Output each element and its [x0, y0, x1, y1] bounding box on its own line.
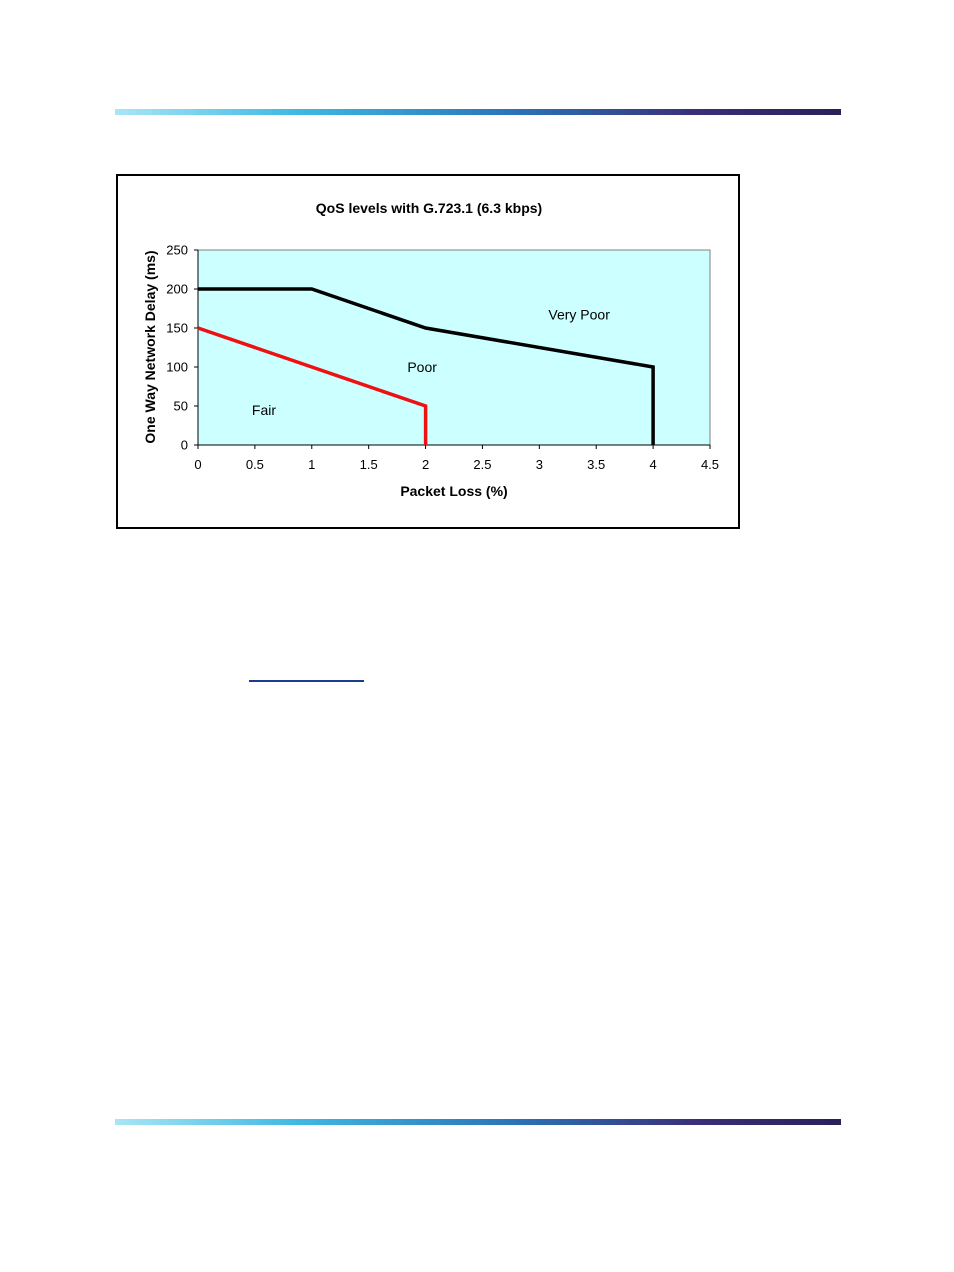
- boundary-line-1: [197, 326, 428, 445]
- plot-area: [197, 249, 711, 446]
- x-tick-label: 3.5: [587, 457, 605, 472]
- y-axis-label: One Way Network Delay (ms): [142, 250, 158, 443]
- x-tick-label: 3: [536, 457, 543, 472]
- y-tick-label: 200: [166, 282, 188, 297]
- x-tick-label: 4.5: [701, 457, 719, 472]
- header-rule: [115, 109, 841, 115]
- x-tick-label: 2: [422, 457, 429, 472]
- boundary-line-2: [198, 287, 655, 445]
- x-tick-label: 1: [308, 457, 315, 472]
- y-tick-label: 150: [166, 321, 188, 336]
- y-tick-label: 100: [166, 360, 188, 375]
- footer-rule: [115, 1119, 841, 1125]
- qos-chart: QoS levels with G.723.1 (6.3 kbps) 05010…: [142, 200, 719, 499]
- x-tick-label: 1.5: [360, 457, 378, 472]
- y-tick-label: 0: [181, 438, 188, 453]
- x-tick-label: 0: [194, 457, 201, 472]
- x-tick-label: 4: [649, 457, 656, 472]
- x-tick-label: 0.5: [246, 457, 264, 472]
- chart-frame: QoS levels with G.723.1 (6.3 kbps) 0 50 10…: [116, 174, 740, 529]
- y-tick-label: 50: [174, 399, 188, 414]
- region-label: Poor: [407, 359, 437, 375]
- x-axis-label: Packet Loss (%): [400, 483, 507, 499]
- chart-title: QoS levels with G.723.1 (6.3 kbps): [316, 200, 542, 216]
- region-label: Fair: [252, 402, 276, 418]
- link-underline[interactable]: [249, 680, 364, 682]
- y-tick-label: 250: [166, 243, 188, 258]
- x-tick-label: 2.5: [473, 457, 491, 472]
- region-label: Very Poor: [548, 307, 610, 323]
